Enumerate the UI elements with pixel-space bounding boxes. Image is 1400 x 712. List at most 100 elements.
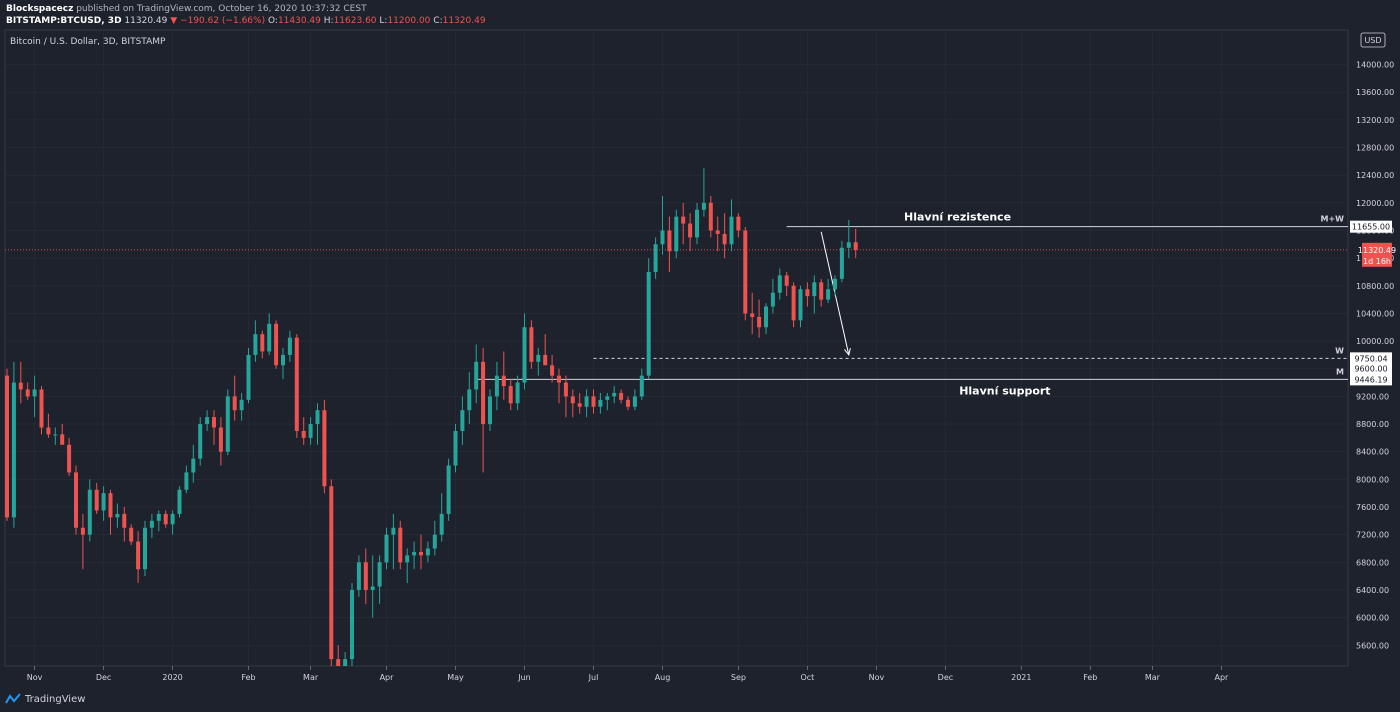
candle-body <box>156 513 161 521</box>
plot-area[interactable] <box>4 29 1349 667</box>
candle-body <box>577 403 582 407</box>
candle-body <box>736 216 741 231</box>
candle-body <box>839 247 844 279</box>
candle-body <box>764 306 768 328</box>
x-tick-label: Dec <box>938 673 953 682</box>
candle-body <box>460 410 465 431</box>
candle-body <box>87 489 92 535</box>
candle-body <box>301 430 306 438</box>
y-tick-label: 10800.00 <box>1356 282 1394 291</box>
y-tick-label: 8000.00 <box>1356 475 1389 484</box>
candle-body <box>708 202 713 231</box>
price-label-box <box>1350 363 1392 374</box>
candle-body <box>67 444 72 473</box>
price-label-box <box>1350 373 1392 386</box>
candle-body <box>308 424 313 438</box>
candle-body <box>653 244 658 272</box>
price-label-box <box>1350 352 1392 365</box>
candle-body <box>536 354 541 362</box>
open-value: 11430.49 <box>277 16 321 26</box>
low-value: 11200.00 <box>387 16 431 26</box>
candle-body <box>819 282 824 300</box>
x-tick-label: Sep <box>731 673 746 682</box>
candle-body <box>350 589 354 660</box>
candle-body <box>108 493 113 518</box>
candle-body <box>46 427 51 435</box>
candle-body <box>356 562 361 590</box>
countdown-label: 1d 16h <box>1363 257 1391 266</box>
low-label: L: <box>379 16 388 26</box>
y-tick-label: 12000.00 <box>1356 199 1394 208</box>
candle-body <box>419 551 423 556</box>
candle-body <box>853 242 858 250</box>
candle-body <box>501 375 506 387</box>
candle-body <box>149 520 154 528</box>
chart-title: Bitcoin / U.S. Dollar, 3D, BITSTAMP <box>10 37 166 47</box>
candle-body <box>557 375 561 383</box>
candle-body <box>515 382 520 404</box>
candle-body <box>129 527 134 542</box>
x-tick-label: 2021 <box>1011 673 1031 682</box>
close-label: C: <box>433 16 443 26</box>
candle-body <box>191 458 196 473</box>
candles-layer <box>5 168 858 666</box>
candle-body <box>205 417 210 425</box>
y-tick-label: 10000.00 <box>1356 337 1394 346</box>
publish-info: Blockspacecz published on TradingView.co… <box>6 3 367 15</box>
author-name[interactable]: Blockspacecz <box>6 4 74 14</box>
candle-body <box>715 230 720 234</box>
price-label-text: 9446.19 <box>1354 375 1387 384</box>
y-tick-label: 12800.00 <box>1356 144 1394 153</box>
candle-body <box>184 472 189 490</box>
candle-body <box>260 334 265 352</box>
y-tick-label: 5600.00 <box>1356 641 1389 650</box>
candle-body <box>667 230 672 252</box>
candle-body <box>122 513 127 528</box>
candle-body <box>474 361 479 390</box>
candle-body <box>18 382 23 390</box>
publish-text: published on TradingView.com, October 16… <box>76 4 367 14</box>
y-tick-label: 12400.00 <box>1356 171 1394 180</box>
tradingview-logo[interactable]: TradingView <box>5 693 85 705</box>
axes-layer: 5600.00 6000.00 6400.00 6800.00 7200.00 7600.… <box>27 61 1396 682</box>
candle-body <box>53 434 58 436</box>
price-label-text: 9600.00 <box>1354 365 1387 374</box>
high-value: 11623.60 <box>333 16 377 26</box>
candle-body <box>322 410 327 487</box>
candle-body <box>563 382 568 397</box>
candle-body <box>143 527 147 570</box>
x-tick-label: Nov <box>27 673 43 682</box>
candle-body <box>481 361 486 425</box>
candle-body <box>626 399 630 407</box>
level-name: Hlavní rezistence <box>904 211 1011 224</box>
level-name: Hlavní support <box>959 384 1050 397</box>
currency-label: USD <box>1364 36 1381 45</box>
candle-body <box>432 534 437 549</box>
candle-body <box>812 282 817 297</box>
candle-body <box>467 389 472 411</box>
x-tick-label: Aug <box>655 673 671 682</box>
candle-body <box>570 396 575 404</box>
candle-body <box>343 659 348 666</box>
y-tick-label: 8800.00 <box>1356 420 1389 429</box>
candle-body <box>543 354 548 366</box>
candle-body <box>439 513 444 535</box>
x-tick-label: May <box>447 673 464 682</box>
level-tag: W <box>1335 346 1344 355</box>
candle-body <box>274 323 279 366</box>
candle-body <box>701 202 706 210</box>
candle-body <box>246 354 251 400</box>
currency-button[interactable]: USD <box>1360 32 1386 48</box>
candle-body <box>488 396 492 425</box>
y-tick-label: 14000.00 <box>1356 61 1394 70</box>
candle-body <box>287 337 292 355</box>
y-tick-label: 6800.00 <box>1356 558 1389 567</box>
candle-body <box>605 396 610 400</box>
candle-body <box>639 375 644 397</box>
last-price-box <box>1362 242 1392 267</box>
candle-body <box>833 278 837 290</box>
x-tick-label: Mar <box>303 673 319 682</box>
candle-body <box>550 365 555 376</box>
candle-body <box>11 382 16 518</box>
candlestick-chart[interactable]: M+W Hlavní rezistence W M Hlavní support 560… <box>0 0 1400 688</box>
